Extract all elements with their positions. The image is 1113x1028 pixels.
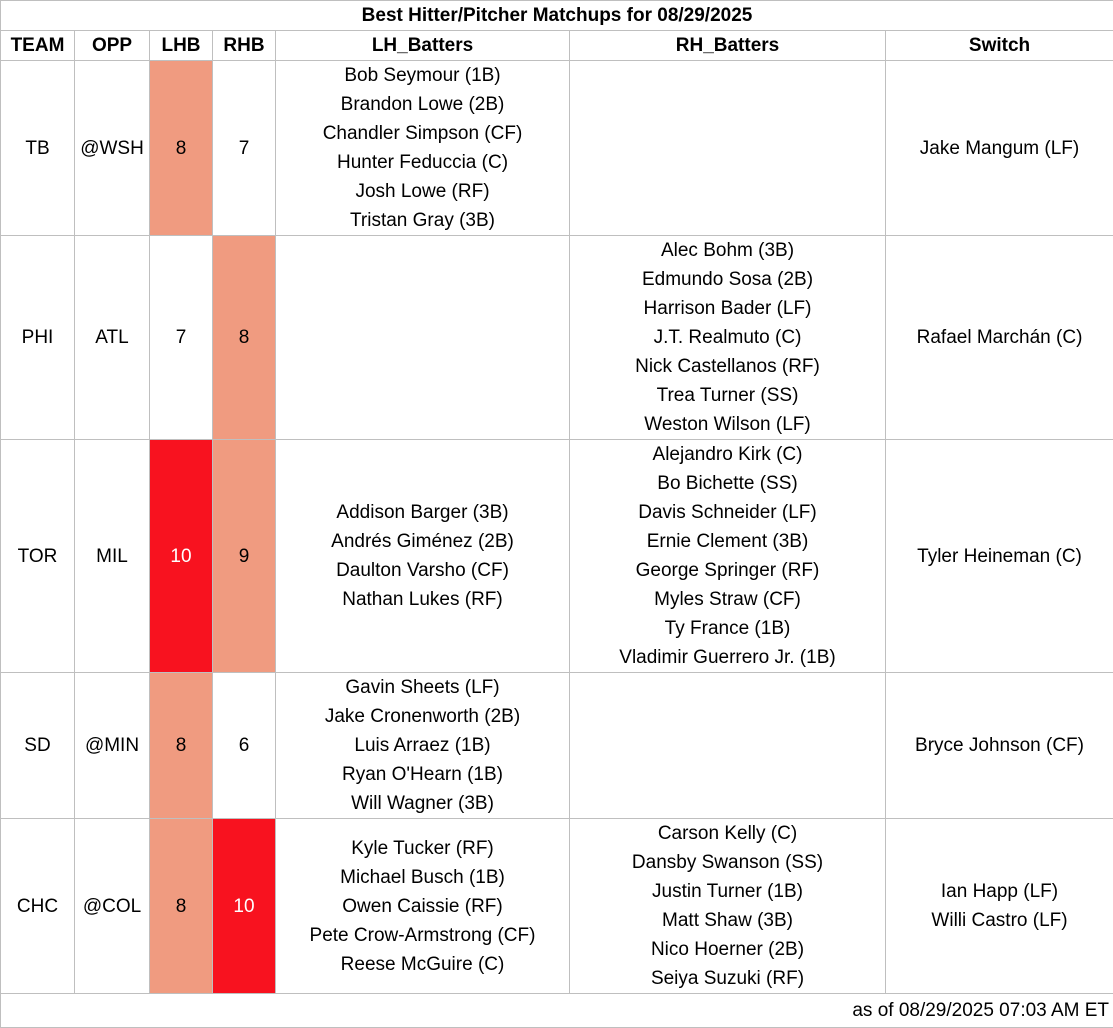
header-opp: OPP xyxy=(75,31,150,61)
rh-batter-name: Ernie Clement (3B) xyxy=(570,527,885,556)
switch-batters-cell: Bryce Johnson (CF) xyxy=(886,673,1113,819)
rh-batter-name: Trea Turner (SS) xyxy=(570,381,885,410)
rh-batter-name: Carson Kelly (C) xyxy=(570,819,885,848)
rh-batter-name: Weston Wilson (LF) xyxy=(570,410,885,439)
opponent-cell: @COL xyxy=(75,819,150,994)
rh-batter-name: Dansby Swanson (SS) xyxy=(570,848,885,877)
lh-batter-name: Brandon Lowe (2B) xyxy=(276,90,569,119)
switch-batter-name: Jake Mangum (LF) xyxy=(886,134,1113,163)
switch-batter-name: Bryce Johnson (CF) xyxy=(886,731,1113,760)
lh-batter-name: Ryan O'Hearn (1B) xyxy=(276,760,569,789)
header-rh-batters: RH_Batters xyxy=(570,31,886,61)
lh-batter-name: Michael Busch (1B) xyxy=(276,863,569,892)
switch-batters-cell: Ian Happ (LF)Willi Castro (LF) xyxy=(886,819,1113,994)
rhb-score-cell: 10 xyxy=(213,819,276,994)
lh-batter-name: Andrés Giménez (2B) xyxy=(276,527,569,556)
switch-batter-name: Ian Happ (LF) xyxy=(886,877,1113,906)
lhb-score-cell: 8 xyxy=(150,819,213,994)
rhb-score-cell: 9 xyxy=(213,440,276,673)
switch-batters-cell: Rafael Marchán (C) xyxy=(886,236,1113,440)
opponent-cell: @MIN xyxy=(75,673,150,819)
header-row: TEAM OPP LHB RHB LH_Batters RH_Batters S… xyxy=(1,31,1113,61)
team-cell: PHI xyxy=(1,236,75,440)
rh-batter-name: Myles Straw (CF) xyxy=(570,585,885,614)
lhb-score-cell: 8 xyxy=(150,673,213,819)
lh-batter-name: Owen Caissie (RF) xyxy=(276,892,569,921)
lh-batter-name: Daulton Varsho (CF) xyxy=(276,556,569,585)
lhb-score-cell: 10 xyxy=(150,440,213,673)
switch-batter-name: Willi Castro (LF) xyxy=(886,906,1113,935)
rh-batter-name: Seiya Suzuki (RF) xyxy=(570,964,885,993)
rh-batter-name: Alejandro Kirk (C) xyxy=(570,440,885,469)
rh-batter-name: Nick Castellanos (RF) xyxy=(570,352,885,381)
lh-batter-name: Gavin Sheets (LF) xyxy=(276,673,569,702)
lh-batter-name: Nathan Lukes (RF) xyxy=(276,585,569,614)
rh-batters-cell: Alejandro Kirk (C)Bo Bichette (SS)Davis … xyxy=(570,440,886,673)
rh-batter-name: Ty France (1B) xyxy=(570,614,885,643)
rh-batter-name: Davis Schneider (LF) xyxy=(570,498,885,527)
rh-batter-name: Justin Turner (1B) xyxy=(570,877,885,906)
lh-batter-name: Pete Crow-Armstrong (CF) xyxy=(276,921,569,950)
timestamp-footer: as of 08/29/2025 07:03 AM ET xyxy=(1,994,1113,1028)
rh-batter-name: Nico Hoerner (2B) xyxy=(570,935,885,964)
rh-batter-name: George Springer (RF) xyxy=(570,556,885,585)
rh-batters-cell xyxy=(570,61,886,236)
lh-batter-name: Josh Lowe (RF) xyxy=(276,177,569,206)
lh-batter-name: Addison Barger (3B) xyxy=(276,498,569,527)
rhb-score-cell: 7 xyxy=(213,61,276,236)
lh-batter-name: Will Wagner (3B) xyxy=(276,789,569,818)
switch-batter-name: Tyler Heineman (C) xyxy=(886,542,1113,571)
lh-batter-name: Chandler Simpson (CF) xyxy=(276,119,569,148)
switch-batters-cell: Jake Mangum (LF) xyxy=(886,61,1113,236)
lh-batter-name: Tristan Gray (3B) xyxy=(276,206,569,235)
opponent-cell: @WSH xyxy=(75,61,150,236)
lhb-score-cell: 8 xyxy=(150,61,213,236)
rhb-score-cell: 6 xyxy=(213,673,276,819)
lh-batters-cell: Bob Seymour (1B)Brandon Lowe (2B)Chandle… xyxy=(276,61,570,236)
header-rhb: RHB xyxy=(213,31,276,61)
lh-batters-cell xyxy=(276,236,570,440)
lhb-score-cell: 7 xyxy=(150,236,213,440)
rh-batter-name: Matt Shaw (3B) xyxy=(570,906,885,935)
lh-batters-cell: Gavin Sheets (LF)Jake Cronenworth (2B)Lu… xyxy=(276,673,570,819)
header-lh-batters: LH_Batters xyxy=(276,31,570,61)
rhb-score-cell: 8 xyxy=(213,236,276,440)
switch-batter-name: Rafael Marchán (C) xyxy=(886,323,1113,352)
lh-batters-cell: Addison Barger (3B)Andrés Giménez (2B)Da… xyxy=(276,440,570,673)
lh-batter-name: Hunter Feduccia (C) xyxy=(276,148,569,177)
header-team: TEAM xyxy=(1,31,75,61)
rh-batter-name: J.T. Realmuto (C) xyxy=(570,323,885,352)
header-lhb: LHB xyxy=(150,31,213,61)
lh-batter-name: Bob Seymour (1B) xyxy=(276,61,569,90)
lh-batter-name: Kyle Tucker (RF) xyxy=(276,834,569,863)
team-cell: SD xyxy=(1,673,75,819)
table-title: Best Hitter/Pitcher Matchups for 08/29/2… xyxy=(1,1,1113,31)
switch-batters-cell: Tyler Heineman (C) xyxy=(886,440,1113,673)
rh-batters-cell: Carson Kelly (C)Dansby Swanson (SS)Justi… xyxy=(570,819,886,994)
rh-batter-name: Vladimir Guerrero Jr. (1B) xyxy=(570,643,885,672)
header-switch: Switch xyxy=(886,31,1113,61)
rh-batters-cell: Alec Bohm (3B)Edmundo Sosa (2B)Harrison … xyxy=(570,236,886,440)
lh-batter-name: Luis Arraez (1B) xyxy=(276,731,569,760)
lh-batter-name: Jake Cronenworth (2B) xyxy=(276,702,569,731)
team-cell: TB xyxy=(1,61,75,236)
opponent-cell: ATL xyxy=(75,236,150,440)
rh-batter-name: Alec Bohm (3B) xyxy=(570,236,885,265)
team-cell: TOR xyxy=(1,440,75,673)
lh-batters-cell: Kyle Tucker (RF)Michael Busch (1B)Owen C… xyxy=(276,819,570,994)
rh-batter-name: Harrison Bader (LF) xyxy=(570,294,885,323)
rh-batters-cell xyxy=(570,673,886,819)
lh-batter-name: Reese McGuire (C) xyxy=(276,950,569,979)
rh-batter-name: Edmundo Sosa (2B) xyxy=(570,265,885,294)
opponent-cell: MIL xyxy=(75,440,150,673)
team-cell: CHC xyxy=(1,819,75,994)
rh-batter-name: Bo Bichette (SS) xyxy=(570,469,885,498)
